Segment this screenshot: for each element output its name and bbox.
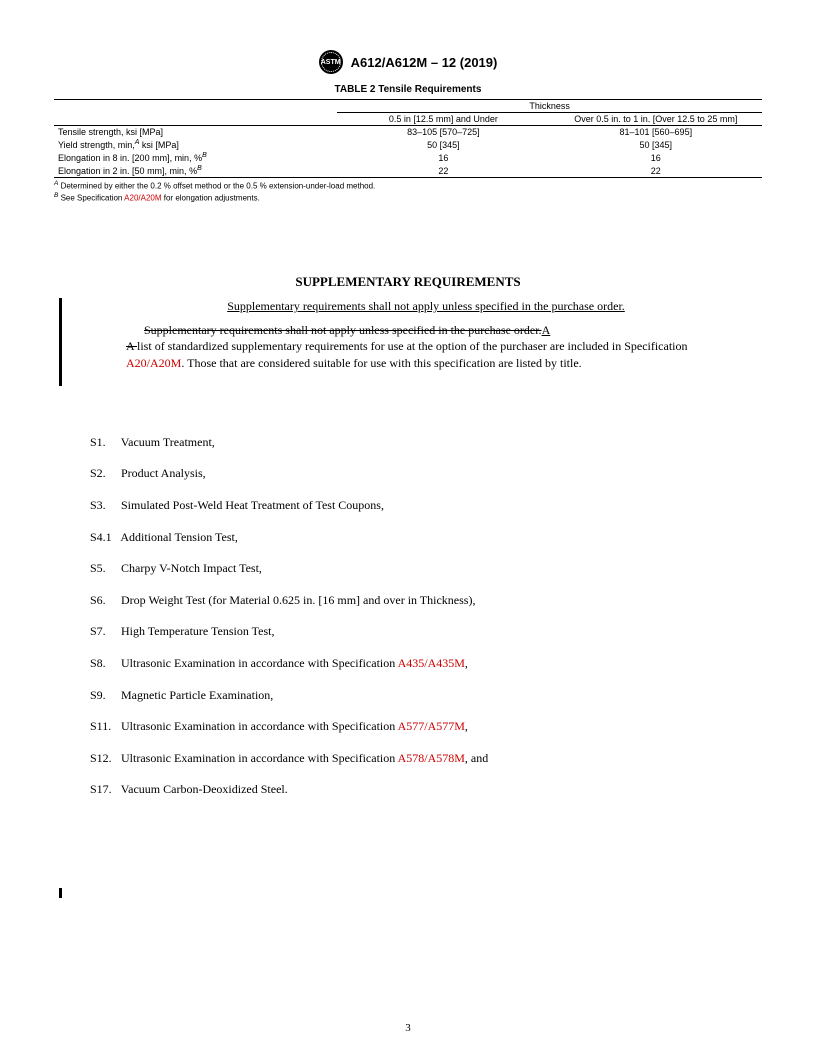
change-bar-small-icon — [59, 888, 62, 898]
table-row-label: Tensile strength, ksi [MPa] — [54, 126, 337, 139]
table-cell: 81–101 [560–695] — [550, 126, 762, 139]
page-number: 3 — [0, 1022, 816, 1034]
s-item-number: S11. — [90, 719, 118, 735]
s-item-number: S4.1 — [90, 530, 118, 546]
s-item-number: S6. — [90, 593, 118, 609]
table-cell: 22 — [337, 164, 549, 178]
s-item-text: High Temperature Tension Test, — [121, 624, 274, 638]
table-title: TABLE 2 Tensile Requirements — [54, 84, 762, 95]
s-list-item: S11. Ultrasonic Examination in accordanc… — [90, 719, 726, 735]
table-cell: 50 [345] — [550, 138, 762, 151]
s-item-text: Simulated Post-Weld Heat Treatment of Te… — [121, 498, 384, 512]
s-item-number: S5. — [90, 561, 118, 577]
footnote-b-pre: See Specification — [58, 194, 124, 203]
s-list-item: S1. Vacuum Treatment, — [90, 435, 726, 451]
s-list-item: S17. Vacuum Carbon-Deoxidized Steel. — [90, 782, 726, 798]
table-col-header-1: 0.5 in [12.5 mm] and Under — [337, 113, 549, 126]
s-item-link: A578/A578M — [398, 751, 465, 765]
table-cell: 22 — [550, 164, 762, 178]
s-list-item: S8. Ultrasonic Examination in accordance… — [90, 656, 726, 672]
designation-text: A612/A612M – 12 (2019) — [351, 55, 498, 70]
s-item-number: S17. — [90, 782, 118, 798]
s-item-text: Ultrasonic Examination in accordance wit… — [121, 751, 398, 765]
supp-inserted-a: A — [542, 323, 551, 337]
table-row-label: Elongation in 2 in. [50 mm], min, %B — [54, 164, 337, 178]
s-item-text: Charpy V-Notch Impact Test, — [121, 561, 262, 575]
table-row-label: Yield strength, min,A ksi [MPa] — [54, 138, 337, 151]
s-item-number: S8. — [90, 656, 118, 672]
table-cell: 16 — [550, 151, 762, 164]
s-item-text: Ultrasonic Examination in accordance wit… — [121, 719, 398, 733]
s-item-link: A577/A577M — [398, 719, 465, 733]
supplementary-heading: SUPPLEMENTARY REQUIREMENTS — [54, 274, 762, 290]
s-item-number: S3. — [90, 498, 118, 514]
table-cell: 50 [345] — [337, 138, 549, 151]
document-header: ASTM A612/A612M – 12 (2019) — [54, 50, 762, 74]
table-cell: 16 — [337, 151, 549, 164]
supp-strike-sentence: Supplementary requirements shall not app… — [144, 323, 542, 337]
s-list-item: S9. Magnetic Particle Examination, — [90, 688, 726, 704]
footnote-a: Determined by either the 0.2 % offset me… — [58, 182, 375, 191]
s-item-number: S2. — [90, 466, 118, 482]
s-list-item: S4.1 Additional Tension Test, — [90, 530, 726, 546]
supp-body-post: . Those that are considered suitable for… — [181, 356, 581, 370]
s-item-number: S1. — [90, 435, 118, 451]
astm-logo-icon: ASTM — [319, 50, 343, 74]
s-list-item: S3. Simulated Post-Weld Heat Treatment o… — [90, 498, 726, 514]
table-group-header: Thickness — [337, 100, 762, 113]
s-item-text: , and — [465, 751, 488, 765]
s-item-text: Vacuum Carbon-Deoxidized Steel. — [121, 782, 288, 796]
s-item-number: S9. — [90, 688, 118, 704]
supp-strike-a: A — [126, 339, 137, 353]
s-item-number: S7. — [90, 624, 118, 640]
supplementary-block: Supplementary requirements shall not app… — [54, 298, 762, 371]
footnote-b-link: A20/A20M — [124, 194, 161, 203]
table-cell: 83–105 [570–725] — [337, 126, 549, 139]
footnote-b-post: for elongation adjustments. — [162, 194, 260, 203]
s-item-text: Magnetic Particle Examination, — [121, 688, 273, 702]
supp-body-link: A20/A20M — [126, 356, 181, 370]
s-list-item: S7. High Temperature Tension Test, — [90, 624, 726, 640]
s-item-text: Product Analysis, — [121, 466, 206, 480]
supp-body-pre: list of standardized supplementary requi… — [137, 339, 687, 353]
s-item-text: Ultrasonic Examination in accordance wit… — [121, 656, 398, 670]
s-item-text: Vacuum Treatment, — [121, 435, 215, 449]
supp-underline-sentence: Supplementary requirements shall not app… — [126, 298, 726, 314]
s-list-item: S6. Drop Weight Test (for Material 0.625… — [90, 593, 726, 609]
table-row-label: Elongation in 8 in. [200 mm], min, %B — [54, 151, 337, 164]
change-bar-icon — [59, 298, 62, 386]
s-item-link: A435/A435M — [398, 656, 465, 670]
s-item-text: Drop Weight Test (for Material 0.625 in.… — [121, 593, 475, 607]
supp-paragraph: Supplementary requirements shall not app… — [126, 322, 726, 371]
s-item-text: , — [465, 719, 468, 733]
table-col-header-2: Over 0.5 in. to 1 in. [Over 12.5 to 25 m… — [550, 113, 762, 126]
supplementary-list: S1. Vacuum Treatment, S2. Product Analysi… — [54, 435, 762, 798]
s-list-item: S5. Charpy V-Notch Impact Test, — [90, 561, 726, 577]
s-item-text: Additional Tension Test, — [120, 530, 238, 544]
s-item-number: S12. — [90, 751, 118, 767]
s-list-item: S12. Ultrasonic Examination in accordanc… — [90, 751, 726, 767]
s-list-item: S2. Product Analysis, — [90, 466, 726, 482]
tensile-table: Thickness 0.5 in [12.5 mm] and Under Ove… — [54, 99, 762, 178]
table-footnotes: A Determined by either the 0.2 % offset … — [54, 180, 762, 204]
s-item-text: , — [465, 656, 468, 670]
